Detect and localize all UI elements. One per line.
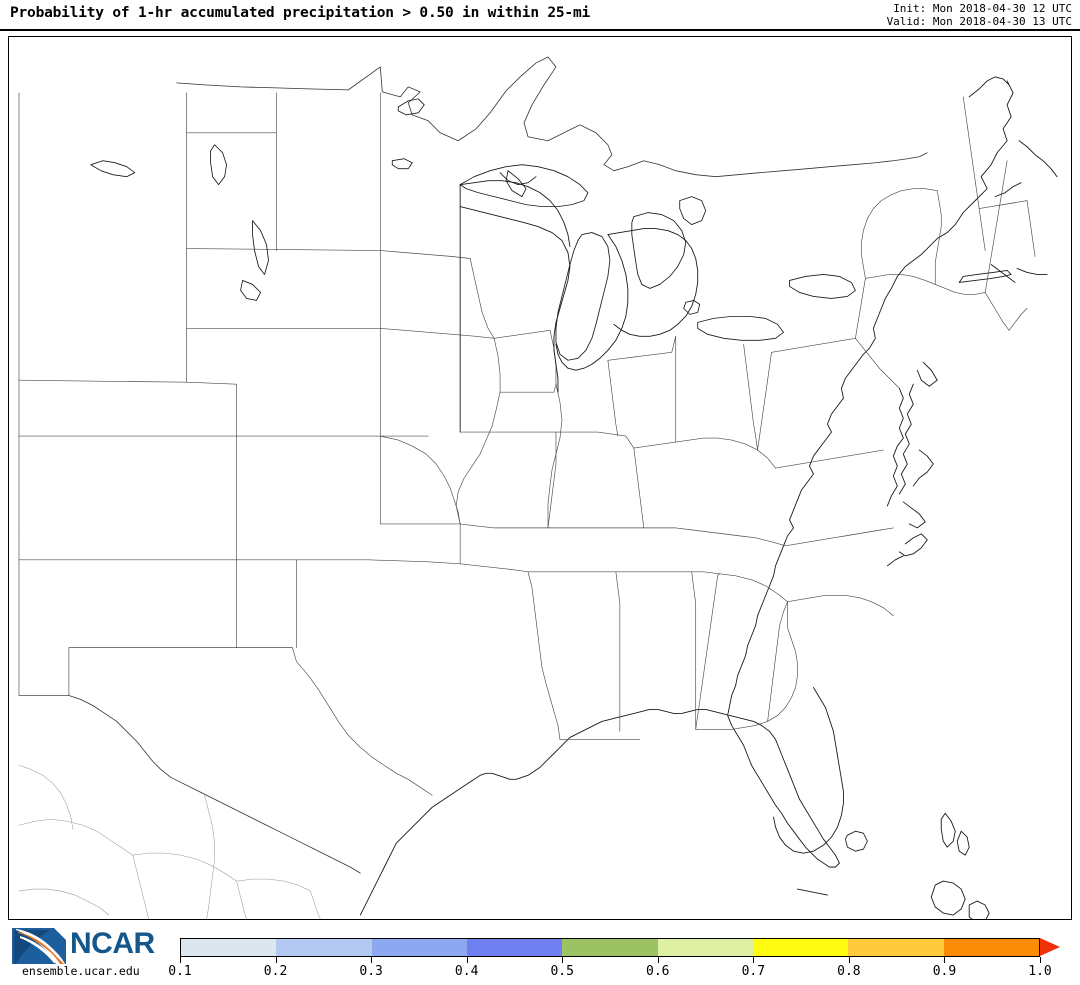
colorbar-tick-label: 0.7 bbox=[741, 964, 766, 979]
colorbar-tick bbox=[848, 957, 850, 963]
colorbar-tick-label: 0.6 bbox=[646, 964, 670, 979]
colorbar-tick bbox=[753, 957, 755, 963]
footer-bar: NCAR ensemble.ucar.edu 0.1 0.2 0.3 0.4 0.5 0.… bbox=[0, 922, 1080, 985]
colorbar-tick-label: 0.2 bbox=[263, 964, 288, 979]
probability-colorbar[interactable]: 0.1 0.2 0.3 0.4 0.5 0.6 0.7 0.8 0.9 1.0 bbox=[168, 938, 1060, 982]
colorbar-tick bbox=[275, 957, 277, 963]
map-geography bbox=[9, 37, 1071, 919]
init-time-label: Init: Mon 2018-04-30 12 UTC bbox=[893, 2, 1072, 15]
colorbar-tick-label: 0.3 bbox=[359, 964, 383, 979]
forecast-timestamps: Init: Mon 2018-04-30 12 UTC Valid: Mon 2… bbox=[886, 2, 1072, 28]
colorbar-tick-label: 0.1 bbox=[168, 964, 192, 979]
colorbar-band bbox=[466, 939, 563, 956]
ncar-wordmark: NCAR bbox=[70, 927, 155, 960]
valid-time-label: Valid: Mon 2018-04-30 13 UTC bbox=[886, 14, 1072, 28]
map-plot-area[interactable] bbox=[8, 36, 1072, 920]
colorbar-tick-label: 0.4 bbox=[454, 964, 479, 979]
colorbar-band bbox=[371, 939, 467, 956]
colorbar-band bbox=[943, 939, 1039, 956]
colorbar-tick bbox=[1040, 957, 1041, 963]
page-title: Probability of 1-hr accumulated precipit… bbox=[10, 5, 591, 21]
colorbar-tick bbox=[657, 957, 659, 963]
colorbar-gradient bbox=[180, 938, 1040, 957]
colorbar-band bbox=[181, 939, 277, 956]
colorbar-tick-label: 0.8 bbox=[837, 964, 861, 979]
colorbar-band bbox=[562, 939, 658, 956]
colorbar-tick-label: 0.5 bbox=[550, 964, 574, 979]
header-bar: Probability of 1-hr accumulated precipit… bbox=[0, 0, 1080, 31]
colorbar-band bbox=[752, 939, 849, 956]
colorbar-tick bbox=[371, 957, 373, 963]
colorbar-band bbox=[657, 939, 753, 956]
ensemble-url-label: ensemble.ucar.edu bbox=[22, 964, 140, 978]
colorbar-max-arrow bbox=[1040, 938, 1060, 956]
colorbar-tick bbox=[944, 957, 946, 963]
colorbar-band bbox=[848, 939, 944, 956]
colorbar-tick-label: 0.9 bbox=[932, 964, 957, 979]
colorbar-band bbox=[276, 939, 372, 956]
header-divider bbox=[0, 29, 1080, 31]
colorbar-tick bbox=[562, 957, 564, 963]
colorbar-tick-label: 1.0 bbox=[1028, 964, 1052, 979]
ncar-logo[interactable]: NCAR ensemble.ucar.edu bbox=[8, 926, 173, 981]
ncar-emblem-icon bbox=[12, 928, 66, 964]
colorbar-tick bbox=[180, 957, 181, 963]
colorbar-tick bbox=[466, 957, 468, 963]
